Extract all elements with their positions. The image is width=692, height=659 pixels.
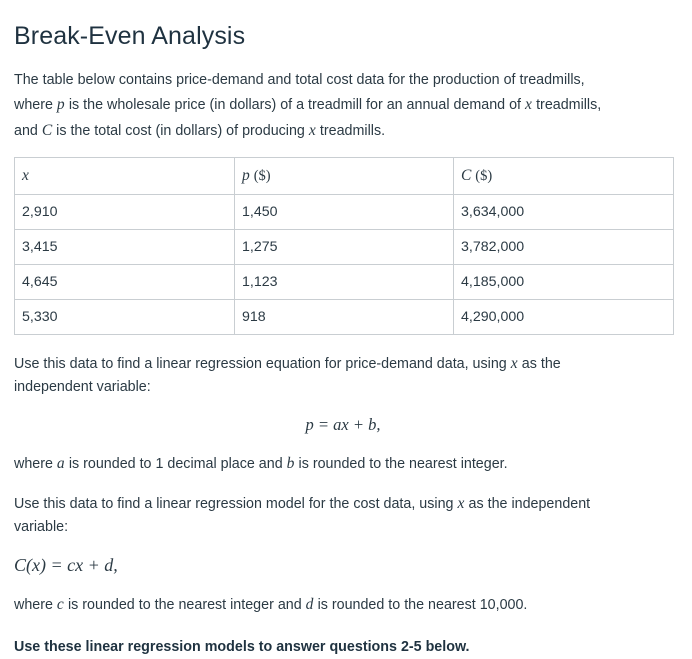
note2-pre: where (14, 597, 57, 614)
table-row: 2,910 1,450 3,634,000 (14, 193, 674, 230)
symbol-x-3: x (510, 354, 518, 372)
note-2: where c is rounded to the nearest intege… (14, 592, 672, 617)
header-symbol-p: p (242, 166, 250, 184)
cell-x: 2,910 (14, 193, 235, 230)
cell-x: 5,330 (14, 298, 235, 335)
note-1: where a is rounded to 1 decimal place an… (14, 451, 672, 476)
symbol-p: p (56, 96, 65, 114)
cell-c: 4,290,000 (453, 298, 674, 335)
price-demand-cost-table: x p ($) C ($) 2,910 1,450 3,634,000 3,41… (14, 156, 674, 335)
equation-cost-model: C(x) = cx + d, (14, 555, 118, 576)
table-row: 3,415 1,275 3,782,000 (14, 228, 674, 265)
cell-p: 1,123 (234, 263, 454, 300)
equation-price-demand: p = ax + b, (305, 415, 381, 435)
instruction2-pre: Use this data to find a linear regressio… (14, 495, 458, 512)
instruction-2: Use this data to find a linear regressio… (14, 491, 672, 540)
intro-paragraph: The table below contains price-demand an… (14, 69, 672, 143)
instruction1-post: as the (517, 355, 561, 372)
cell-p: 918 (234, 298, 454, 335)
instruction2-line2: variable: (14, 519, 69, 536)
note2-mid: is rounded to the nearest integer and (64, 597, 306, 614)
symbol-C: C (41, 121, 53, 139)
instruction1-line2: independent variable: (14, 379, 151, 396)
symbol-d: d (305, 596, 314, 614)
intro-line3-mid: is the total cost (in dollars) of produc… (52, 122, 309, 139)
note1-post: is rounded to the nearest integer. (294, 456, 508, 473)
symbol-b: b (286, 455, 295, 473)
intro-line2-end: treadmills, (532, 97, 602, 114)
header-symbol-C: C (461, 166, 472, 184)
cell-p: 1,450 (234, 193, 454, 230)
cell-x: 3,415 (14, 228, 235, 265)
header-unit-C: ($) (475, 167, 493, 184)
symbol-a: a (56, 455, 65, 473)
note1-mid: is rounded to 1 decimal place and (64, 456, 287, 473)
intro-line2-pre: where (14, 97, 57, 114)
intro-line1: The table below contains price-demand an… (14, 72, 585, 88)
closing-instruction: Use these linear regression models to an… (14, 638, 470, 655)
table-header-row: x p ($) C ($) (14, 156, 674, 195)
symbol-c: c (56, 596, 65, 614)
symbol-x-4: x (457, 494, 465, 512)
symbol-x-2: x (308, 121, 316, 139)
header-cell-x: x (14, 156, 235, 195)
intro-line3-end: treadmills. (315, 122, 386, 139)
header-cell-C: C ($) (453, 156, 674, 195)
note2-post: is rounded to the nearest 10,000. (313, 597, 528, 614)
header-unit-p: ($) (253, 167, 271, 184)
instruction1-pre: Use this data to find a linear regressio… (14, 355, 511, 372)
instruction2-post: as the independent (464, 495, 591, 512)
header-symbol-x: x (22, 166, 29, 184)
note1-pre: where (14, 456, 57, 473)
intro-line2-mid: is the wholesale price (in dollars) of a… (64, 97, 526, 114)
cell-p: 1,275 (234, 228, 454, 265)
table-row: 4,645 1,123 4,185,000 (14, 263, 674, 300)
cell-c: 3,782,000 (453, 228, 674, 265)
page-title: Break-Even Analysis (14, 22, 246, 50)
cell-x: 4,645 (14, 263, 235, 300)
cell-c: 4,185,000 (453, 263, 674, 300)
header-cell-p: p ($) (234, 156, 454, 195)
cell-c: 3,634,000 (453, 193, 674, 230)
table-row: 5,330 918 4,290,000 (14, 298, 674, 335)
symbol-x: x (525, 96, 533, 114)
instruction-1: Use this data to find a linear regressio… (14, 351, 672, 400)
intro-line3-pre: and (14, 122, 42, 139)
